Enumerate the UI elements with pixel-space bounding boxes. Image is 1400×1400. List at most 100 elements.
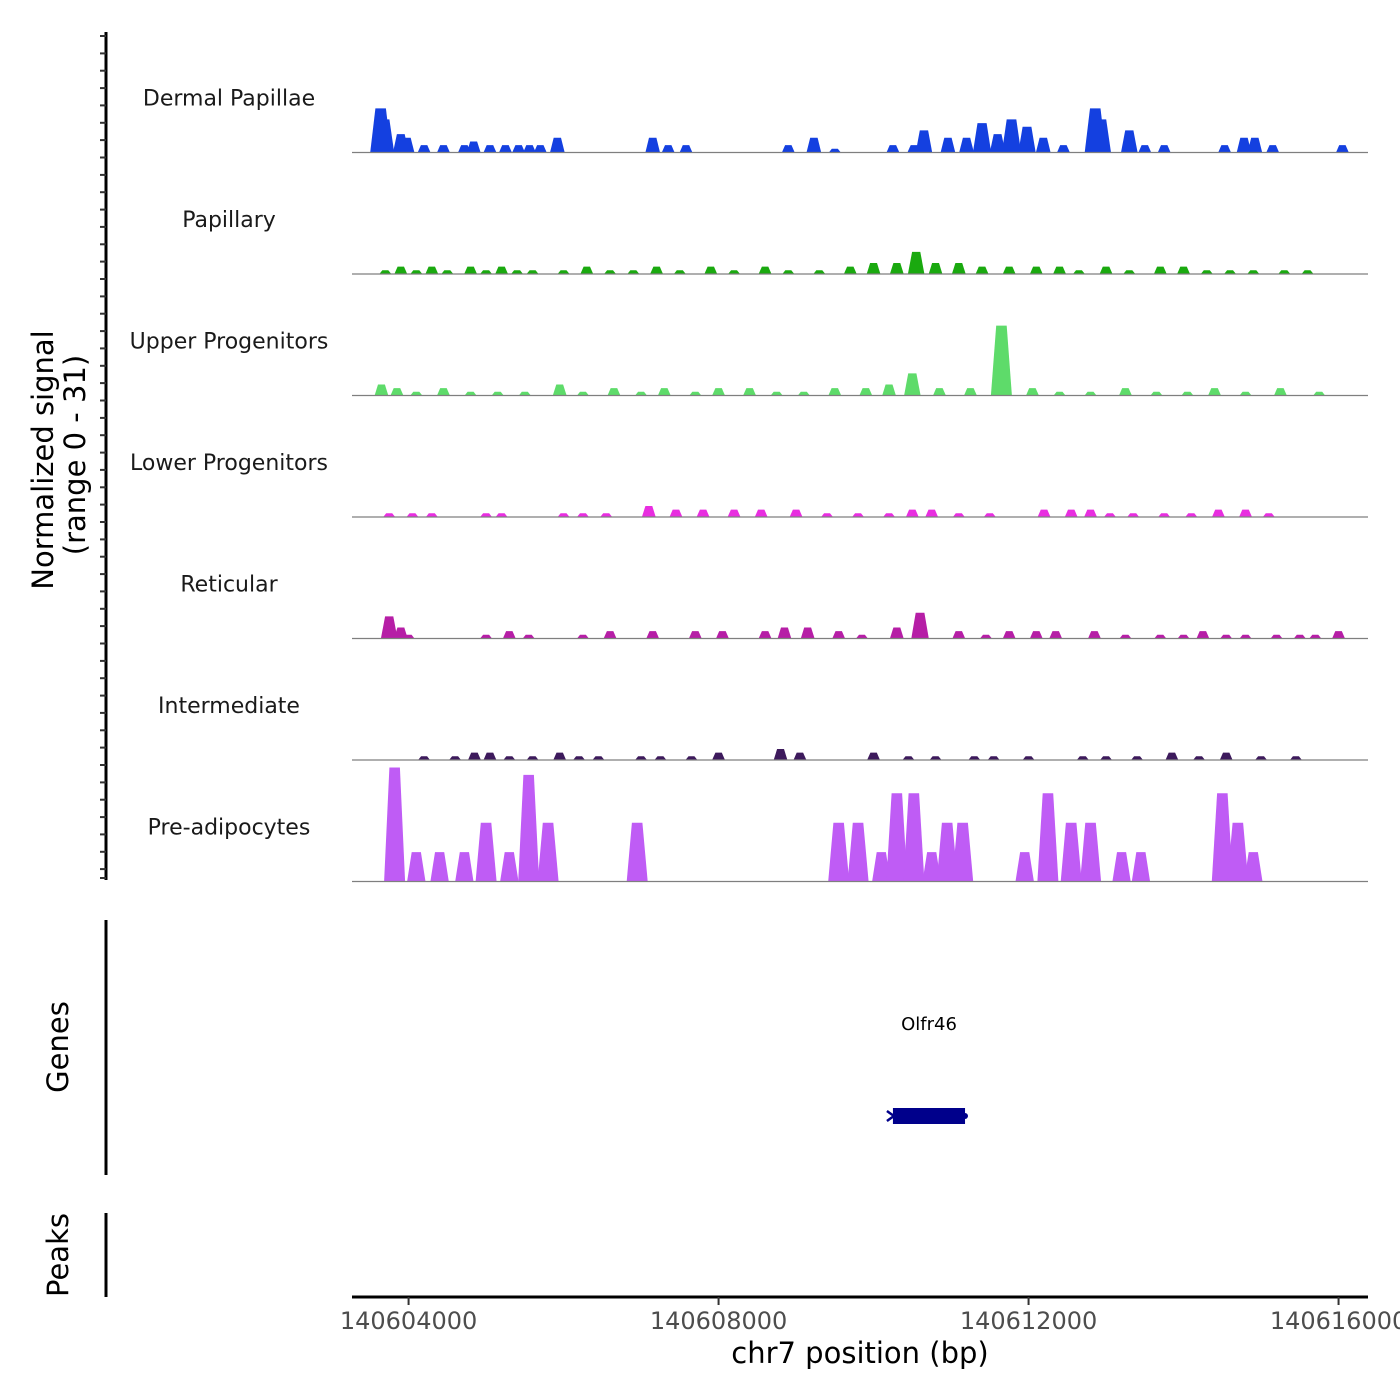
signal-peak — [1181, 391, 1194, 396]
signal-peak — [1084, 391, 1097, 396]
gene-olfr46: Olfr46 — [886, 1014, 969, 1124]
signal-peak — [847, 822, 869, 882]
signal-peak — [1309, 634, 1322, 639]
signal-peak — [952, 822, 974, 882]
signal-peak — [526, 756, 539, 760]
signal-peak — [743, 388, 756, 396]
track-label: Papillary — [182, 208, 276, 233]
signal-peak — [410, 391, 423, 396]
signal-peak — [777, 627, 792, 639]
signal-peak — [1138, 145, 1152, 153]
track-upper-progenitors: Upper Progenitors — [130, 325, 1368, 397]
signal-peak — [940, 137, 956, 153]
signal-peak — [518, 774, 540, 882]
signal-peak — [654, 756, 667, 760]
signal-peak — [573, 756, 585, 760]
signal-peak — [379, 270, 392, 274]
track-label: Reticular — [180, 573, 278, 598]
signal-peak — [1099, 266, 1113, 274]
signal-peak — [716, 631, 729, 639]
signal-peak — [1073, 270, 1085, 274]
signal-peak — [728, 270, 740, 274]
signal-peak — [1002, 266, 1016, 274]
signal-peak — [688, 631, 702, 639]
signal-peak — [1119, 634, 1132, 639]
signal-peak — [1313, 391, 1326, 396]
track-intermediate: Intermediate — [158, 694, 1368, 761]
signal-y-axis-ticks — [100, 35, 106, 879]
signal-peak — [1060, 822, 1082, 882]
signal-peak — [1127, 513, 1140, 517]
signal-peak — [889, 263, 904, 274]
signal-peak — [856, 634, 868, 639]
signal-peak — [580, 266, 594, 274]
signal-peak — [557, 513, 570, 517]
signal-peak — [903, 793, 925, 882]
signal-peak — [393, 627, 408, 639]
signal-peak — [704, 266, 718, 274]
signal-peak — [1026, 388, 1039, 396]
signal-peak — [758, 266, 772, 274]
signal-peak — [607, 388, 621, 396]
signal-peak — [758, 631, 772, 639]
x-tick-label: 140612000 — [960, 1307, 1097, 1335]
signal-peak — [1219, 752, 1233, 760]
signal-peak — [650, 266, 663, 274]
signal-peak — [600, 513, 613, 517]
signal-peak — [712, 752, 725, 760]
signal-peak — [972, 123, 992, 153]
signal-peak — [685, 756, 698, 760]
signal-peak — [867, 752, 880, 760]
signal-peak — [380, 616, 398, 639]
signal-peak — [1218, 145, 1231, 153]
signal-peak — [406, 513, 419, 517]
signal-peak — [466, 141, 481, 153]
signal-peak — [1153, 266, 1167, 274]
signal-peak — [983, 513, 996, 517]
signal-peak — [577, 513, 589, 517]
genes-track: Genes Olfr46 — [41, 920, 969, 1175]
signal-peak — [886, 145, 900, 153]
signal-peak — [635, 391, 647, 396]
signal-peak — [989, 134, 1006, 153]
signal-peak — [727, 509, 741, 517]
signal-peak — [383, 513, 396, 517]
signal-peak — [1208, 388, 1221, 396]
gene-end-marker — [962, 1113, 969, 1119]
signal-peak — [1088, 631, 1101, 639]
signal-peak — [712, 388, 725, 396]
signal-peak — [394, 266, 408, 274]
signal-peak — [627, 270, 640, 274]
signal-peak — [959, 137, 974, 153]
signal-peak — [952, 631, 966, 639]
track-label: Upper Progenitors — [130, 330, 329, 355]
signal-peak — [1247, 137, 1263, 153]
signal-peak — [1200, 270, 1213, 274]
signal-peak — [483, 752, 497, 760]
signal-peak — [518, 391, 531, 396]
signal-peak — [1053, 266, 1066, 274]
signal-peak — [852, 513, 864, 517]
signal-peak — [886, 793, 908, 882]
signal-peak — [1084, 509, 1097, 517]
x-axis-title: chr7 position (bp) — [731, 1336, 988, 1370]
signal-peak — [1336, 145, 1349, 153]
signal-peak — [1270, 634, 1283, 639]
signal-peak — [1193, 756, 1205, 760]
signal-peak — [1022, 756, 1035, 760]
signal-peak — [437, 145, 450, 153]
signal-peak — [464, 266, 477, 274]
signal-peak — [904, 373, 921, 396]
signal-peak — [980, 634, 992, 639]
signal-peak — [399, 137, 415, 153]
signal-peak — [1332, 631, 1345, 639]
signal-peak — [964, 388, 977, 396]
signal-peak — [537, 822, 559, 882]
signal-peak — [1053, 391, 1066, 396]
signal-peak — [1274, 388, 1287, 396]
signal-peak — [402, 634, 415, 639]
signal-peak — [468, 752, 481, 760]
signal-peak — [1037, 509, 1051, 517]
signal-peak — [975, 266, 989, 274]
